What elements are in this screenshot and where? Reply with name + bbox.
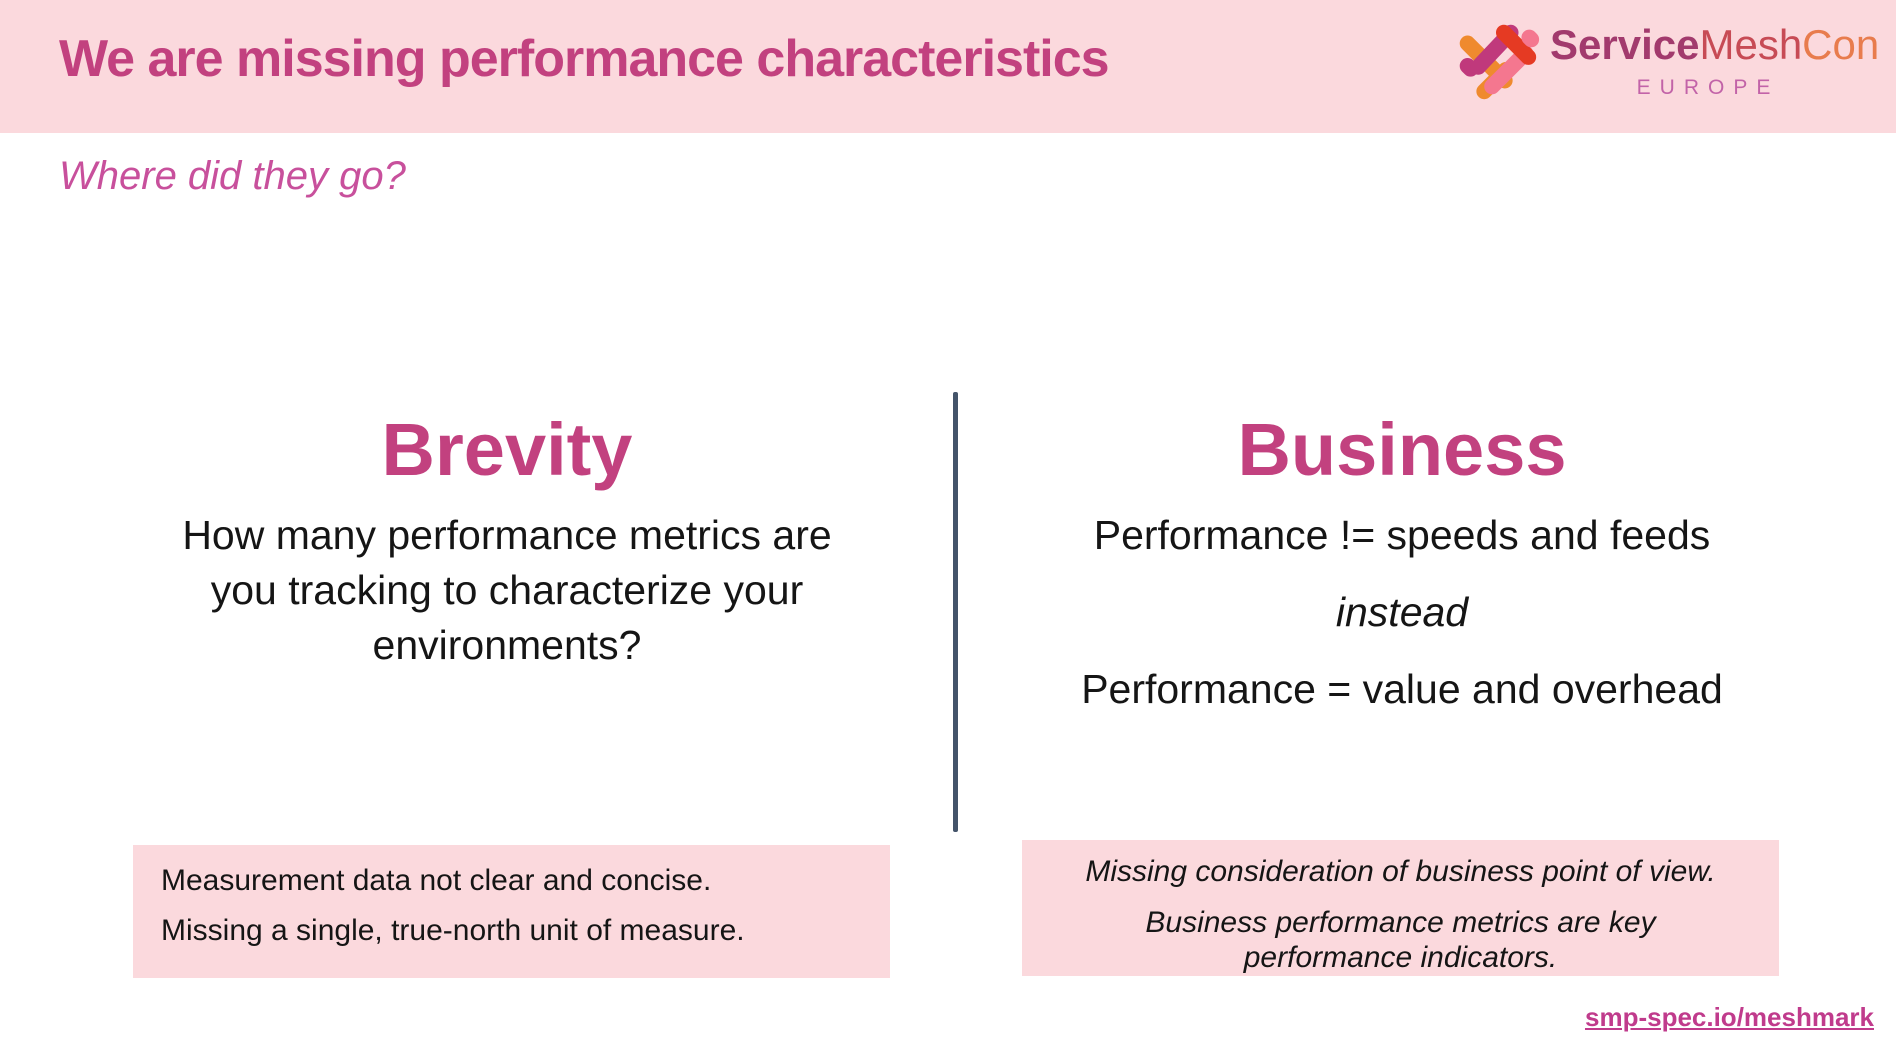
- logo-word-service: Service: [1550, 21, 1700, 68]
- logo-region: EUROPE: [1636, 76, 1780, 99]
- brevity-column: Brevity How many performance metrics are…: [92, 400, 922, 695]
- page-title: We are missing performance characteristi…: [59, 30, 1110, 88]
- meshmark-link[interactable]: smp-spec.io/meshmark: [1584, 1002, 1874, 1032]
- business-column: Business Performance != speeds and feeds…: [982, 400, 1822, 739]
- brevity-heading: Brevity: [381, 408, 633, 491]
- mesh-weave-icon: [1459, 24, 1540, 100]
- business-heading: Business: [1237, 408, 1567, 491]
- logo-word-mesh: Mesh: [1699, 21, 1803, 68]
- subtitle: Where did they go?: [59, 154, 406, 198]
- logo-word-con: Con: [1802, 21, 1880, 68]
- column-divider: [953, 392, 958, 832]
- business-line-3: Performance = value and overhead: [1081, 666, 1723, 712]
- business-line-1: Performance != speeds and feeds: [1093, 512, 1711, 558]
- logo-wordmark: ServiceMeshCon EUROPE: [1550, 20, 1879, 100]
- business-note-line-2: Business performance metrics are key per…: [1145, 906, 1656, 974]
- brevity-note-line-1: Measurement data not clear and concise.: [161, 864, 712, 897]
- header-band: We are missing performance characteristi…: [0, 0, 1896, 133]
- brevity-body: How many performance metrics are you tra…: [182, 512, 832, 668]
- business-note-line-1: Missing consideration of business point …: [1085, 855, 1716, 888]
- servicemeshcon-logo: ServiceMeshCon EUROPE: [1446, 8, 1879, 120]
- brevity-note-box: Measurement data not clear and concise. …: [133, 845, 890, 978]
- brevity-note-line-2: Missing a single, true-north unit of mea…: [161, 914, 745, 947]
- business-note-box: Missing consideration of business point …: [1022, 840, 1779, 976]
- business-line-2: instead: [1335, 589, 1469, 635]
